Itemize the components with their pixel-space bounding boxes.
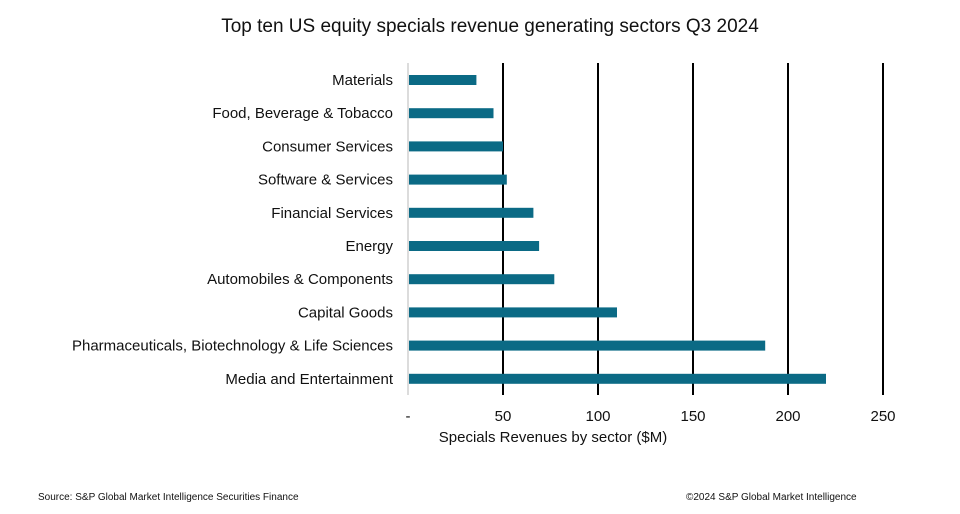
x-tick-label: - (406, 408, 411, 425)
category-label: Financial Services (271, 205, 393, 222)
bar (409, 207, 534, 218)
category-label: Automobiles & Components (207, 271, 393, 288)
bar (409, 141, 503, 152)
category-label: Food, Beverage & Tobacco (212, 105, 393, 122)
bar (409, 174, 507, 185)
category-label: Software & Services (258, 172, 393, 189)
bar (409, 373, 826, 384)
category-label: Pharmaceuticals, Biotechnology & Life Sc… (72, 338, 393, 355)
x-tick-label: 250 (870, 408, 895, 425)
source-note: Source: S&P Global Market Intelligence S… (38, 492, 299, 503)
category-label: Media and Entertainment (225, 371, 393, 388)
bar (409, 241, 540, 251)
x-tick-label: 50 (495, 408, 512, 425)
chart-title: Top ten US equity specials revenue gener… (221, 16, 759, 37)
x-tick-label: 100 (585, 408, 610, 425)
category-label: Capital Goods (298, 304, 393, 321)
bar (409, 274, 555, 285)
bar (409, 307, 617, 318)
x-axis-title: Specials Revenues by sector ($M) (439, 429, 667, 446)
x-tick-label: 150 (680, 408, 705, 425)
bar (409, 75, 477, 85)
bar (409, 340, 766, 351)
category-label: Materials (332, 72, 393, 89)
x-tick-label: 200 (775, 408, 800, 425)
copyright-note: ©2024 S&P Global Market Intelligence (686, 492, 857, 503)
category-label: Energy (345, 238, 393, 255)
category-label: Consumer Services (262, 138, 393, 155)
bar (409, 108, 494, 119)
